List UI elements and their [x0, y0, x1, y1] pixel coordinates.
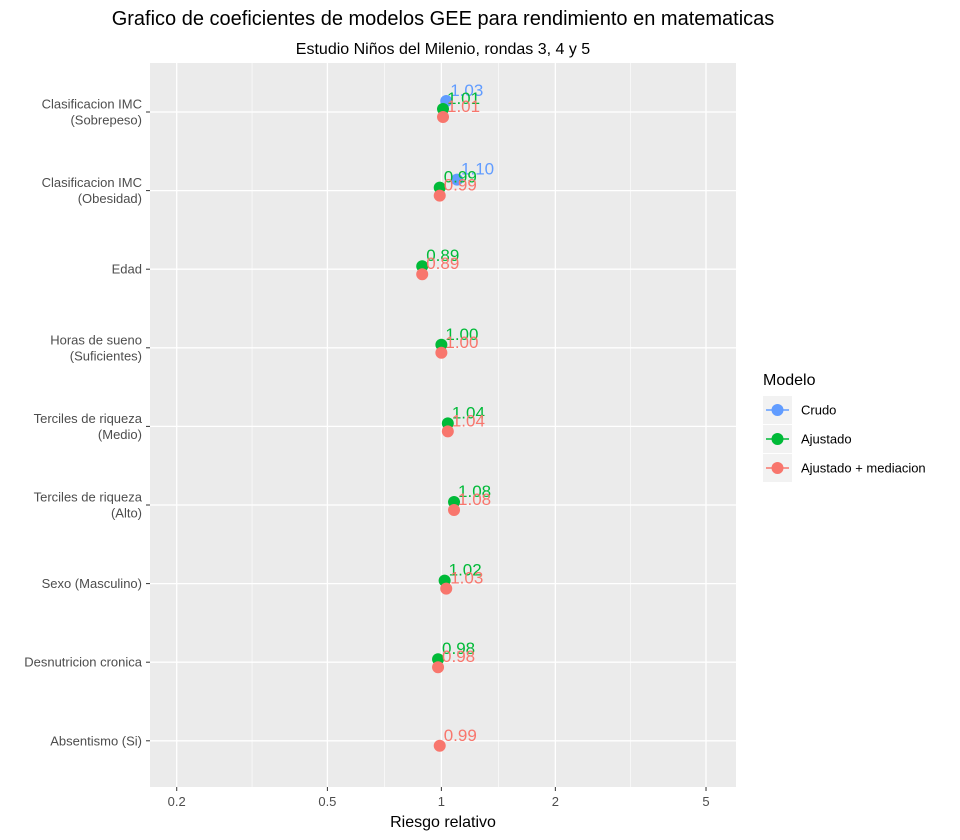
data-label: 0.89: [426, 246, 459, 265]
data-label: 1.01: [447, 89, 480, 108]
data-label: 0.99: [444, 168, 477, 187]
grid-minor: [251, 63, 631, 787]
data-point: [440, 582, 453, 595]
y-tick-label: Terciles de riqueza (Medio): [34, 411, 143, 442]
data-point: [435, 346, 448, 359]
x-tick-label: 1: [438, 794, 445, 809]
legend-entry-label: Ajustado: [801, 432, 852, 447]
y-tick-label: Horas de sueno (Suficientes): [50, 332, 142, 363]
data-label: 0.98: [442, 639, 475, 658]
data-point: [433, 739, 446, 752]
x-tick-label: 5: [702, 794, 709, 809]
data-label: 1.03: [450, 81, 483, 100]
legend-key-point: [771, 462, 784, 474]
legend-title: Modelo: [763, 372, 816, 389]
x-tick-label: 2: [552, 794, 559, 809]
y-tick-label: Edad: [112, 262, 142, 277]
legend-key-point: [771, 404, 784, 416]
x-axis-title: Riesgo relativo: [390, 814, 496, 831]
chart-title: Grafico de coeficientes de modelos GEE p…: [112, 8, 775, 30]
data-point: [433, 189, 446, 202]
data-label: 1.10: [461, 160, 494, 179]
data-point: [437, 111, 450, 123]
y-axis: Clasificacion IMC (Sobrepeso) Clasificacio…: [24, 97, 150, 748]
y-tick-label: Clasificacion IMC (Sobrepeso): [42, 97, 142, 128]
y-tick-label: Terciles de riqueza (Alto): [34, 490, 143, 521]
y-tick-label: Clasificacion IMC (Obesidad): [42, 175, 142, 206]
chart-subtitle: Estudio Niños del Milenio, rondas 3, 4 y…: [296, 41, 590, 58]
data-label: 1.03: [450, 569, 483, 588]
data-label: 0.99: [444, 176, 477, 195]
y-tick-label: Sexo (Masculino): [42, 576, 142, 591]
y-tick-label: Desnutricion cronica: [24, 655, 143, 670]
data-label: 0.98: [442, 647, 475, 666]
legend-items: Crudo Ajustado Ajustado + mediacion: [763, 396, 926, 482]
data-labels: 1.03 1.10 1.01 0.99 0.89 1.00 1.04 1.08 1.02 0.98…: [426, 81, 494, 745]
data-point: [451, 173, 464, 186]
data-label: 1.00: [445, 333, 478, 352]
x-tick-label: 0.2: [168, 794, 186, 809]
legend-entry-label: Crudo: [801, 403, 836, 418]
data-point: [441, 425, 454, 438]
y-tick-label: Absentismo (Si): [50, 733, 142, 748]
data-points: [416, 95, 464, 752]
legend: Modelo Crudo Ajustado Ajustado + mediacion: [763, 372, 926, 482]
data-point: [432, 661, 445, 674]
data-label: 0.89: [426, 254, 459, 273]
data-point: [448, 504, 461, 516]
data-label: 0.99: [444, 726, 477, 745]
data-label: 1.04: [452, 411, 485, 430]
data-label: 1.00: [445, 325, 478, 344]
data-label: 1.01: [447, 97, 480, 116]
data-label: 1.08: [458, 482, 491, 501]
legend-entry-label: Ajustado + mediacion: [801, 461, 926, 476]
legend-key-point: [771, 433, 784, 445]
data-label: 1.02: [449, 561, 482, 580]
x-tick-label: 0.5: [318, 794, 336, 809]
data-label: 1.08: [458, 490, 491, 509]
data-label: 1.04: [452, 403, 485, 422]
data-point: [416, 268, 429, 281]
x-axis: 0.2 0.5 1 2 5: [168, 787, 710, 809]
